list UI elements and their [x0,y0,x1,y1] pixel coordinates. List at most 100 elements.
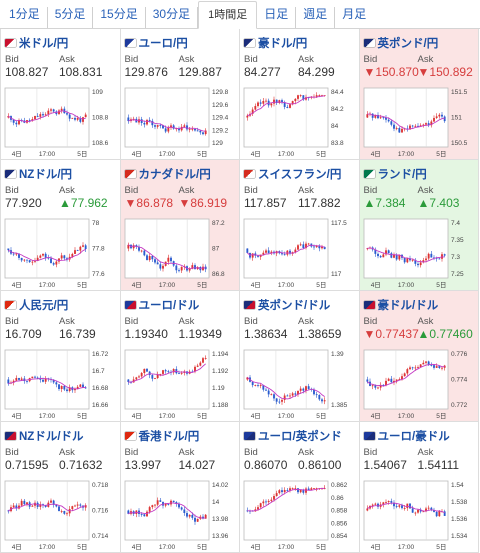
candle-body [419,509,422,512]
bid-value: ▼150.870 [364,65,419,79]
rate-panel[interactable]: ランド/円 Bid Ask ▲7.384 ▲7.403 7.4 7.35 7.3 7.25 4日 1… [359,160,479,291]
tab-4[interactable]: 1時間足 [198,1,258,29]
pair-name[interactable]: 英ポンド/円 [377,38,439,50]
price-chart[interactable]: 1.39 1.385 4日 17:00 5日 [240,345,359,422]
pair-name[interactable]: NZドル/円 [19,169,73,181]
rate-panel[interactable]: 英ポンド/ドル Bid Ask 1.38634 1.38659 1.39 1.385 4日 17… [240,291,360,422]
x-tick-label: 17:00 [278,413,295,420]
rate-panel[interactable]: NZドル/ドル Bid Ask 0.71595 0.71632 0.718 0.716 0.7… [1,422,121,553]
candle-body [315,394,318,396]
rate-panel[interactable]: ユーロ/ドル Bid Ask 1.19340 1.19349 1.194 1.192 1.19… [120,291,240,422]
y-tick-label: 16.68 [92,385,109,392]
price-chart[interactable]: 109 108.8 108.6 4日 17:00 5日 [1,83,120,160]
candle-body [323,400,326,402]
rate-panel[interactable]: 香港ドル/円 Bid Ask 13.997 14.027 14.02 14 13.98 13.9… [120,422,240,553]
pair-name[interactable]: 英ポンド/ドル [258,300,331,312]
candle-body [289,104,291,108]
y-tick-label: 84 [331,123,339,130]
rate-panel-header: ユーロ/ドル [124,297,200,313]
tab-1[interactable]: 5分足 [48,7,94,28]
pair-name[interactable]: 豪ドル/ドル [377,300,439,312]
candle-body [148,507,151,512]
candle-body [180,507,183,510]
price-chart[interactable]: 0.862 0.86 0.858 0.856 0.854 4日 17:00 5日 [240,476,359,553]
price-chart[interactable]: 1.54 1.538 1.536 1.534 4日 17:00 5日 [360,476,479,553]
candle-body [204,514,207,519]
rate-panel[interactable]: スイスフラン/円 Bid Ask 117.857 117.882 117.5 117 4日 17… [240,160,360,291]
rate-panel[interactable]: 豪ドル/ドル Bid Ask ▼0.77437 ▲0.77460 0.776 0.774 0.… [359,291,479,422]
rate-panel[interactable]: カナダドル/円 Bid Ask ▼86.878 ▼86.919 87.2 87 86.8 4日 1… [120,160,240,291]
x-tick-label: 17:00 [397,282,414,289]
tab-0[interactable]: 1分足 [2,7,48,28]
rate-panel[interactable]: ユーロ/英ポンド Bid Ask 0.86070 0.86100 0.862 0.86 0.8… [240,422,360,553]
candle-body [427,507,430,509]
pair-name[interactable]: ユーロ/豪ドル [377,431,450,443]
pair-name[interactable]: ランド/円 [377,169,427,181]
pair-name[interactable]: NZドル/ドル [19,431,84,443]
price-chart[interactable]: 7.4 7.35 7.3 7.25 4日 17:00 5日 [360,214,479,291]
down-arrow-icon: ▼ [417,65,430,79]
candle-body [297,245,299,250]
candle-body [7,116,10,118]
tab-2[interactable]: 15分足 [93,7,146,28]
candle-body [76,504,79,506]
pair-name[interactable]: 人民元/円 [19,300,69,312]
tab-3[interactable]: 30分足 [146,7,199,28]
pair-name[interactable]: 香港ドル/円 [138,431,200,443]
pair-name[interactable]: 米ドル/円 [19,38,69,50]
bid-value: 77.920 [5,196,42,210]
rate-panel[interactable]: 豪ドル/円 Bid Ask 84.277 84.299 84.4 84.2 84 83.8 4日 1… [240,29,360,160]
candle-body [142,250,145,256]
candle-body [307,488,310,491]
moving-average-line [366,247,445,263]
pair-name[interactable]: 豪ドル/円 [258,38,308,50]
tab-5[interactable]: 日足 [257,7,297,28]
price-chart[interactable]: 14.02 14 13.98 13.96 4日 17:00 5日 [121,476,240,553]
candle-body [153,125,156,127]
rate-panel[interactable]: 英ポンド/円 Bid Ask ▼150.870 ▼150.892 151.5 151 150.… [359,29,479,160]
candle-body [257,255,259,257]
rate-panel[interactable]: ユーロ/豪ドル Bid Ask 1.54067 1.54111 1.54 1.538 1.53… [359,422,479,553]
price-chart[interactable]: 0.776 0.774 0.772 4日 17:00 5日 [360,345,479,422]
price-chart[interactable]: 84.4 84.2 84 83.8 4日 17:00 5日 [240,83,359,160]
pair-name[interactable]: ユーロ/英ポンド [258,431,342,443]
rate-panel[interactable]: NZドル/円 Bid Ask 77.920 ▲77.962 78 77.8 77.6 4日 17:… [1,160,121,291]
y-tick-label: 87 [212,246,220,253]
price-chart[interactable]: 0.718 0.716 0.714 4日 17:00 5日 [1,476,120,553]
price-chart[interactable]: 1.194 1.192 1.19 1.188 4日 17:00 5日 [121,345,240,422]
ask-value: 129.887 [179,65,222,79]
y-tick-label: 7.4 [451,220,460,227]
rate-panel[interactable]: 米ドル/円 Bid Ask 108.827 108.831 109 108.8 108.6 4日… [1,29,121,160]
rate-panel[interactable]: 人民元/円 Bid Ask 16.709 16.739 16.72 16.7 16.68 16.… [1,291,121,422]
candle-body [63,385,66,390]
rate-panel[interactable]: ユーロ/円 Bid Ask 129.876 129.887 129.8 129.6 129.4… [120,29,240,160]
candle-body [286,489,289,491]
candle-body [182,125,185,127]
tab-6[interactable]: 週足 [296,7,336,28]
candle-body [432,117,435,122]
pair-name[interactable]: ユーロ/円 [138,38,188,50]
price-chart[interactable]: 16.72 16.7 16.68 16.66 4日 17:00 5日 [1,345,120,422]
price-chart[interactable]: 87.2 87 86.8 4日 17:00 5日 [121,214,240,291]
eu-jp-flag-icon [124,39,136,47]
y-tick-label: 7.3 [451,254,460,261]
y-tick-label: 77.6 [92,271,105,278]
bid-number: 1.19340 [124,327,168,341]
bid-value: 0.71595 [5,458,48,472]
price-chart[interactable]: 129.8 129.6 129.4 129.2 129 4日 17:00 5日 [121,83,240,160]
price-chart[interactable]: 151.5 151 150.5 4日 17:00 5日 [360,83,479,160]
bid-label: Bid [124,185,139,196]
candle-body [188,128,191,130]
tab-7[interactable]: 月足 [342,7,367,21]
pair-name[interactable]: カナダドル/円 [138,169,211,181]
y-tick-label: 1.54 [451,482,464,489]
candle-body [145,511,148,517]
price-chart[interactable]: 78 77.8 77.6 4日 17:00 5日 [1,214,120,291]
pair-name[interactable]: スイスフラン/円 [258,169,342,181]
up-arrow-icon: ▲ [417,196,430,210]
candle-body [435,366,438,368]
pair-name[interactable]: ユーロ/ドル [138,300,200,312]
candle-body [52,500,55,505]
candle-body [153,259,156,263]
price-chart[interactable]: 117.5 117 4日 17:00 5日 [240,214,359,291]
